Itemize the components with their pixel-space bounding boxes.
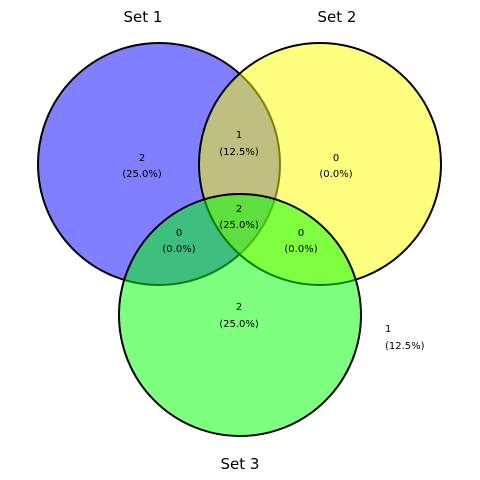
region-outside: 1 (12.5%): [385, 324, 425, 352]
region-set2-set3: 0 (0.0%): [284, 228, 317, 255]
region-set3-only-percent: (25.0%): [219, 319, 259, 330]
set-3-label: Set 3: [221, 455, 260, 473]
region-set1-set2: 1 (12.5%): [219, 130, 259, 158]
set-3-circle: [118, 193, 362, 437]
region-outside-count: 1: [385, 324, 391, 335]
set-2-label: Set 2: [318, 8, 357, 26]
region-set1-set2-percent: (12.5%): [219, 147, 259, 158]
region-all-three: 2 (25.0%): [219, 204, 259, 231]
region-set1-only: 2 (25.0%): [122, 153, 162, 180]
region-set2-only-count: 0: [333, 153, 339, 164]
region-set2-set3-count: 0: [298, 228, 304, 239]
region-set3-only-count: 2: [236, 302, 242, 313]
region-set1-only-count: 2: [139, 153, 145, 164]
region-outside-percent: (12.5%): [385, 341, 425, 352]
region-set3-only: 2 (25.0%): [219, 302, 259, 330]
region-set1-set3-percent: (0.0%): [162, 244, 195, 255]
region-set1-set3: 0 (0.0%): [162, 228, 195, 255]
region-set1-only-percent: (25.0%): [122, 169, 162, 180]
region-set2-set3-percent: (0.0%): [284, 244, 317, 255]
region-set2-only-percent: (0.0%): [319, 169, 352, 180]
region-all-three-count: 2: [236, 204, 242, 215]
region-set1-set2-count: 1: [236, 130, 242, 141]
region-all-three-percent: (25.0%): [219, 220, 259, 231]
set-1-label: Set 1: [124, 8, 163, 26]
region-set2-only: 0 (0.0%): [319, 153, 352, 180]
region-set1-set3-count: 0: [176, 228, 182, 239]
